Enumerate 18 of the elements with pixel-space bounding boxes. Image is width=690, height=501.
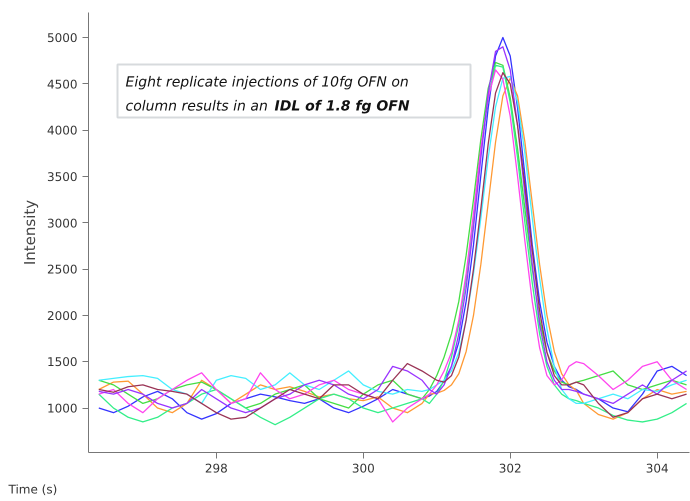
y-tick-label: 4000 [46,124,78,138]
y-tick-label: 2500 [46,262,78,277]
y-tick-label: 4500 [46,77,78,92]
x-tick-label: 298 [204,462,228,476]
x-tick-label: 302 [498,462,522,476]
y-tick-label: 3500 [46,170,78,184]
y-tick-label: 5000 [46,31,78,46]
y-axis-title: Intensity [20,200,39,266]
annotation: column results in an [126,98,268,114]
y-tick-label: 3000 [46,216,78,230]
y-tick-label: 1500 [46,355,78,370]
y-tick-label: 2000 [46,308,78,323]
x-axis-title: Time (s) [8,482,58,496]
x-tick-label: 300 [352,462,375,476]
x-tick-label: 304 [646,462,669,476]
annotation: IDL of 1.8 fg OFN [274,98,410,114]
annotation: Eight replicate injections of 10fg OFN on [126,74,409,90]
y-tick-label: 1000 [46,402,78,416]
